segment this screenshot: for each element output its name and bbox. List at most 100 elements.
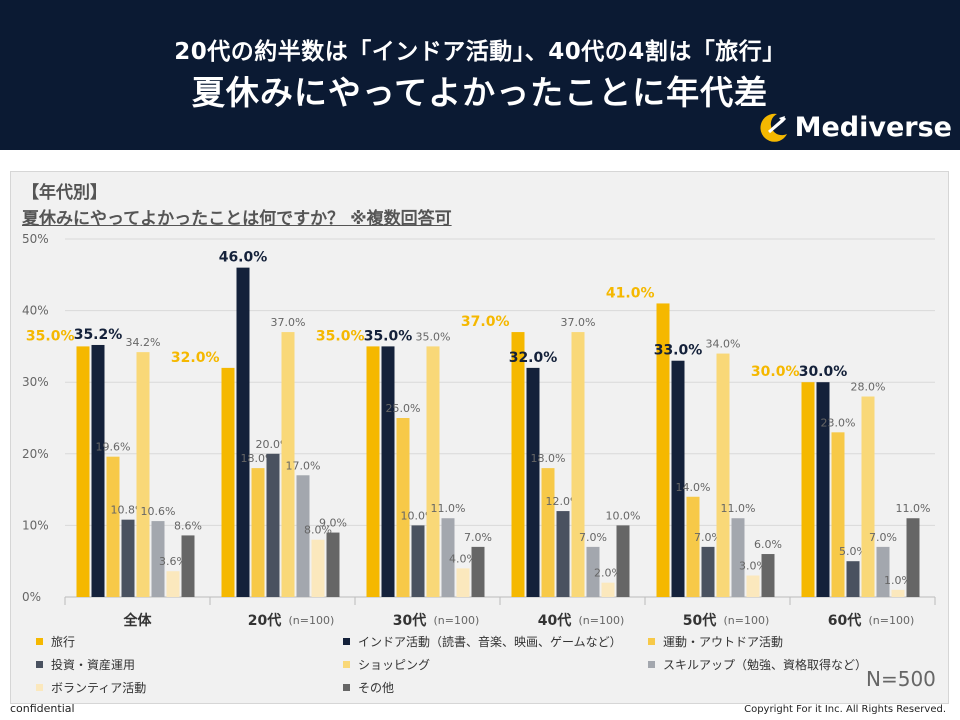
bar-3-1 bbox=[526, 367, 540, 597]
x-category-n: (n=100) bbox=[869, 614, 915, 627]
chart-question: 夏休みにやってよかったことは何ですか？ ※複数回答可 bbox=[22, 209, 452, 229]
legend-item: インドア活動（読書、音楽、映画、ゲームなど） bbox=[343, 633, 622, 649]
bar-0-4 bbox=[136, 352, 150, 597]
bar-4-6 bbox=[746, 575, 760, 597]
data-label: 7.0% bbox=[869, 531, 897, 544]
bar-0-0 bbox=[76, 346, 90, 597]
bar-1-2 bbox=[251, 468, 265, 597]
y-tick-label: 50% bbox=[22, 232, 49, 246]
x-category-n: (n=100) bbox=[289, 614, 335, 627]
legend-swatch bbox=[343, 683, 350, 691]
data-label: 18.0% bbox=[531, 452, 566, 465]
headline-subtitle: 20代の約半数は「インドア活動」、40代の4割は「旅行」 bbox=[174, 39, 786, 65]
data-label: 17.0% bbox=[286, 459, 321, 472]
x-category-label: 40代 bbox=[538, 612, 571, 629]
data-label: 11.0% bbox=[721, 502, 756, 515]
x-category-label: 20代 bbox=[248, 612, 281, 629]
data-label: 32.0% bbox=[509, 350, 558, 366]
data-label: 8.0% bbox=[304, 524, 332, 537]
data-label: 25.0% bbox=[386, 402, 421, 415]
data-label: 34.2% bbox=[126, 336, 161, 349]
data-label: 7.0% bbox=[464, 531, 492, 544]
data-label: 3.0% bbox=[739, 560, 767, 573]
data-label: 28.0% bbox=[851, 381, 886, 394]
bar-2-1 bbox=[381, 346, 395, 597]
data-label: 37.0% bbox=[461, 314, 510, 330]
bar-2-3 bbox=[411, 525, 425, 597]
bar-5-3 bbox=[846, 561, 860, 597]
data-label: 35.0% bbox=[26, 328, 75, 344]
bar-4-3 bbox=[701, 546, 715, 597]
data-label: 46.0% bbox=[219, 250, 268, 266]
logo-wordmark: Mediverse bbox=[794, 111, 952, 143]
bar-2-6 bbox=[456, 568, 470, 597]
legend-swatch bbox=[648, 660, 655, 668]
bar-1-0 bbox=[221, 367, 235, 597]
data-label: 35.0% bbox=[364, 328, 413, 344]
data-label: 37.0% bbox=[271, 316, 306, 329]
bar-0-5 bbox=[151, 521, 165, 597]
legend-swatch bbox=[36, 683, 43, 691]
bar-3-2 bbox=[541, 468, 555, 597]
bar-3-3 bbox=[556, 511, 570, 597]
bar-2-0 bbox=[366, 346, 380, 597]
data-label: 9.0% bbox=[319, 517, 347, 530]
bar-4-2 bbox=[686, 496, 700, 597]
data-label: 32.0% bbox=[171, 350, 220, 366]
confidential-note: confidential bbox=[10, 702, 75, 715]
bar-1-3 bbox=[266, 453, 280, 597]
data-label: 35.0% bbox=[316, 328, 365, 344]
x-category-n: (n=100) bbox=[579, 614, 625, 627]
mediverse-logo: Mediverse bbox=[755, 110, 952, 144]
bar-4-1 bbox=[671, 360, 685, 597]
y-tick-label: 30% bbox=[22, 375, 49, 389]
bar-3-6 bbox=[601, 582, 615, 597]
bar-4-5 bbox=[731, 518, 745, 597]
data-label: 11.0% bbox=[896, 502, 931, 515]
data-label: 30.0% bbox=[751, 364, 800, 380]
bar-3-7 bbox=[616, 525, 630, 597]
data-label: 30.0% bbox=[799, 364, 848, 380]
bar-1-7 bbox=[326, 532, 340, 597]
legend-item: ボランティア活動 bbox=[36, 679, 146, 695]
data-label: 33.0% bbox=[654, 343, 703, 359]
data-label: 7.0% bbox=[694, 531, 722, 544]
legend-label: 投資・資産運用 bbox=[51, 657, 136, 672]
bar-4-0 bbox=[656, 303, 670, 597]
bar-2-2 bbox=[396, 418, 410, 597]
bar-0-3 bbox=[121, 519, 135, 597]
bar-5-2 bbox=[831, 432, 845, 597]
total-sample-size: N=500 bbox=[866, 667, 936, 691]
legend-item: 運動・アウトドア活動 bbox=[648, 633, 783, 649]
y-tick-label: 10% bbox=[22, 518, 49, 532]
x-category-n: (n=100) bbox=[434, 614, 480, 627]
bar-3-5 bbox=[586, 546, 600, 597]
bar-5-4 bbox=[861, 396, 875, 597]
legend-swatch bbox=[648, 637, 655, 645]
bar-5-5 bbox=[876, 546, 890, 597]
header-banner: 20代の約半数は「インドア活動」、40代の4割は「旅行」 夏休みにやってよかった… bbox=[0, 0, 960, 150]
bar-1-6 bbox=[311, 539, 325, 597]
bar-3-0 bbox=[511, 332, 525, 597]
legend-item: その他 bbox=[343, 679, 394, 695]
bar-0-1 bbox=[91, 344, 105, 597]
data-label: 23.0% bbox=[821, 416, 856, 429]
data-label: 1.0% bbox=[884, 574, 912, 587]
x-category-label: 30代 bbox=[393, 612, 426, 629]
legend-label: ボランティア活動 bbox=[51, 680, 147, 695]
legend-swatch bbox=[343, 660, 350, 668]
data-label: 34.0% bbox=[706, 338, 741, 351]
bar-1-1 bbox=[236, 267, 250, 597]
rocket-moon-icon bbox=[760, 113, 787, 142]
copyright-note: Copyright For it Inc. All Rights Reserve… bbox=[744, 704, 946, 715]
bar-4-4 bbox=[716, 353, 730, 597]
bar-5-6 bbox=[891, 589, 905, 597]
data-label: 4.0% bbox=[449, 552, 477, 565]
x-category-n: (n=100) bbox=[724, 614, 770, 627]
bar-5-7 bbox=[906, 518, 920, 597]
legend-item: スキルアップ（勉強、資格取得など） bbox=[648, 656, 867, 672]
data-label: 10.0% bbox=[606, 509, 641, 522]
bar-2-4 bbox=[426, 346, 440, 597]
chart-category-label: 【年代別】 bbox=[22, 183, 107, 203]
